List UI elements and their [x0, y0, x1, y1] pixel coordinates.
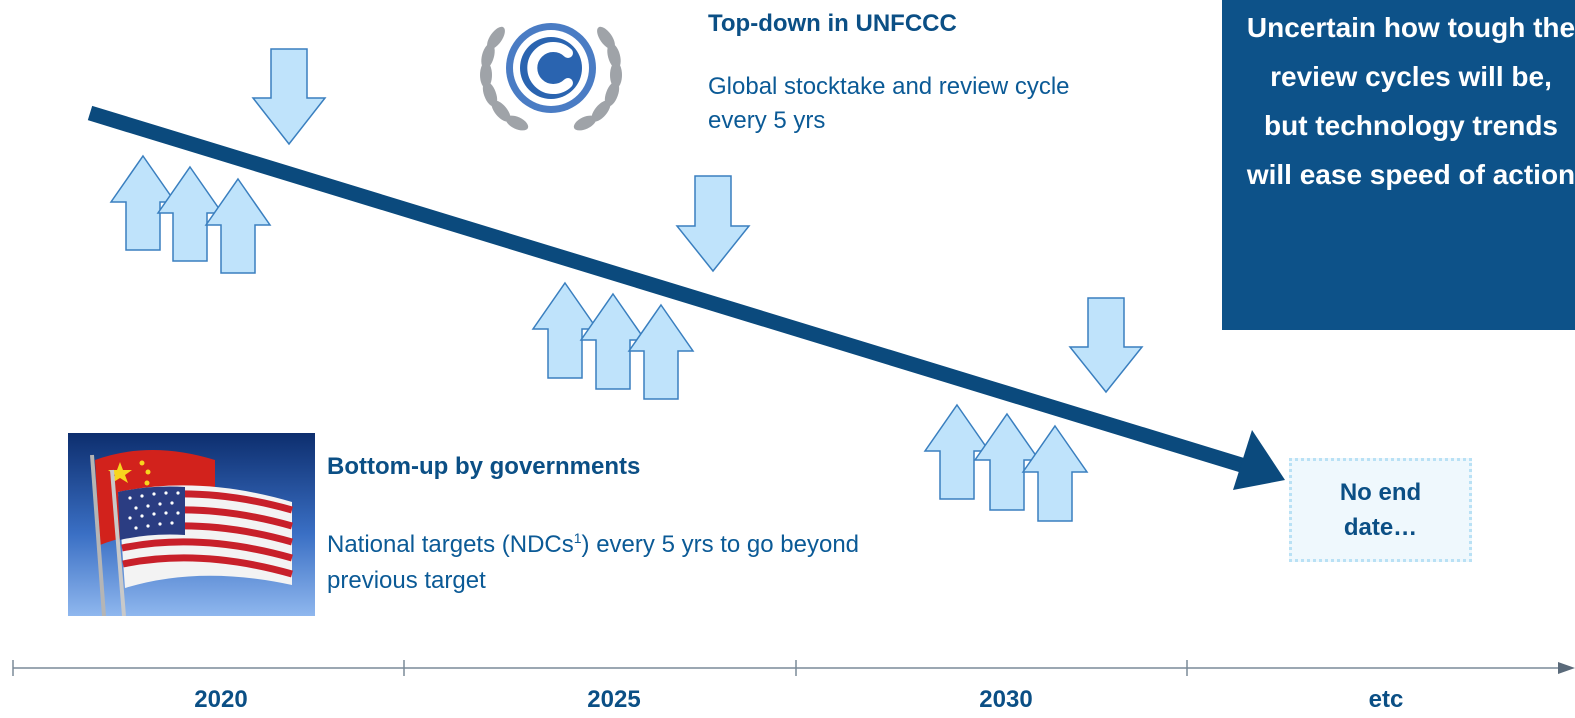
- up-arrow-icon: [204, 177, 272, 274]
- down-arrow-icon: [251, 48, 327, 146]
- laurel-left-icon: [480, 26, 529, 131]
- trend-arrow-head-icon: [1233, 430, 1285, 490]
- no-end-date-text: No end date…: [1339, 479, 1422, 541]
- down-arrow-icon: [675, 175, 751, 273]
- flags-image: [68, 433, 315, 616]
- bottom-up-description-end: ) every 5 yrs to go beyond previous targ…: [327, 531, 860, 594]
- no-end-date-box: No end date…: [1289, 458, 1472, 562]
- uncertainty-callout: Uncertain how tough the review cycles wi…: [1222, 0, 1575, 330]
- laurel-right-icon: [573, 26, 622, 131]
- un-climate-logo: [480, 23, 622, 131]
- bottom-up-description-start: National targets (NDCs: [327, 531, 574, 558]
- down-arrows: [251, 48, 1144, 394]
- timeline-label: 2030: [979, 686, 1033, 713]
- bottom-up-description: National targets (NDCs1) every 5 yrs to …: [327, 520, 887, 599]
- up-arrow-icon: [1021, 424, 1089, 522]
- callout-text: Uncertain how tough the review cycles wi…: [1246, 12, 1575, 190]
- footnote-marker: 1: [573, 530, 582, 546]
- emblem-c-letter-icon: [527, 42, 573, 94]
- timeline-label: etc: [1368, 686, 1404, 713]
- up-arrows: [109, 154, 1089, 522]
- up-arrow-icon: [156, 165, 224, 262]
- trend-arrow: [87, 105, 1285, 490]
- top-down-title: Top-down in UNFCCC: [708, 10, 957, 37]
- flagpole-left-icon: [110, 469, 126, 616]
- usa-flag-icon: [117, 485, 293, 588]
- timeline-label: 2025: [587, 686, 641, 713]
- timeline-axis: [12, 660, 1575, 676]
- timeline-label: 2020: [194, 686, 248, 713]
- top-down-description: Global stocktake and review cycle every …: [708, 73, 1070, 134]
- bottom-up-title: Bottom-up by governments: [327, 453, 641, 480]
- up-arrow-icon: [923, 403, 991, 500]
- up-arrow-icon: [627, 303, 695, 400]
- flagpole-right-icon: [90, 454, 106, 616]
- axis-arrow-head-icon: [1558, 662, 1575, 674]
- down-arrow-icon: [1068, 297, 1144, 394]
